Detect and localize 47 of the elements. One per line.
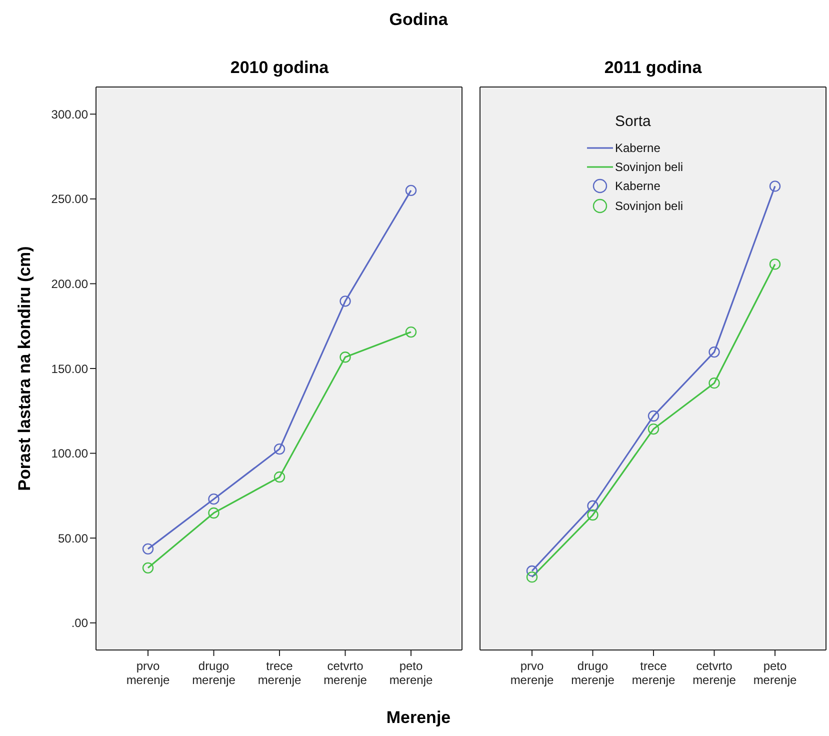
x-axis-title: Merenje (385, 708, 452, 728)
point (708, 346, 720, 358)
x-tick-label: trece merenje (632, 659, 676, 687)
point (142, 543, 154, 555)
chart-title: 2011 godina (603, 58, 703, 78)
point (769, 258, 781, 270)
chart-title: 2010 godina (229, 58, 330, 78)
x-tick-label: peto merenje (389, 659, 433, 687)
x-tick-label: prvo merenje (126, 659, 170, 687)
point (769, 180, 781, 192)
legend-label: Sovinjon beli (615, 199, 684, 213)
point (587, 509, 598, 521)
point (340, 352, 351, 363)
text: Kaberne (615, 140, 660, 154)
y-tick-label: 200.00 (51, 276, 88, 291)
point (526, 565, 538, 577)
text: Sovinjon beli (615, 160, 684, 174)
y-tick-label: .00 (71, 616, 88, 630)
y-axis-title: Porast lastara na kondiru (cm) (15, 246, 34, 491)
point (274, 443, 286, 455)
point (405, 326, 417, 338)
x-tick-label: cetvrto merenje (324, 659, 368, 687)
y-tick-label: 100.00 (51, 446, 88, 461)
x-tick-label: cetvrto merenje (692, 659, 736, 687)
point (526, 571, 538, 583)
point (208, 493, 220, 505)
point (340, 296, 351, 307)
point (708, 377, 720, 389)
legend-label: Kaberne (615, 179, 660, 193)
point (274, 471, 286, 483)
point (587, 500, 598, 512)
point (648, 423, 660, 435)
point (648, 410, 660, 422)
y-tick-label: 300.00 (51, 107, 88, 122)
x-tick-label: drugo merenje (192, 659, 236, 687)
point (405, 184, 417, 196)
x-tick-label: trece merenje (258, 659, 302, 687)
legend-title: Sorta (615, 113, 652, 130)
y-tick-label: 250.00 (51, 192, 88, 206)
point (142, 562, 154, 574)
text: Godina (388, 10, 449, 30)
y-tick-label: 150.00 (51, 362, 88, 376)
x-tick-label: drugo merenje (571, 659, 615, 687)
x-tick-label: prvo merenje (510, 659, 554, 687)
point (208, 507, 220, 519)
x-tick-label: peto merenje (753, 659, 797, 687)
y-tick-label: 50.00 (58, 531, 88, 546)
